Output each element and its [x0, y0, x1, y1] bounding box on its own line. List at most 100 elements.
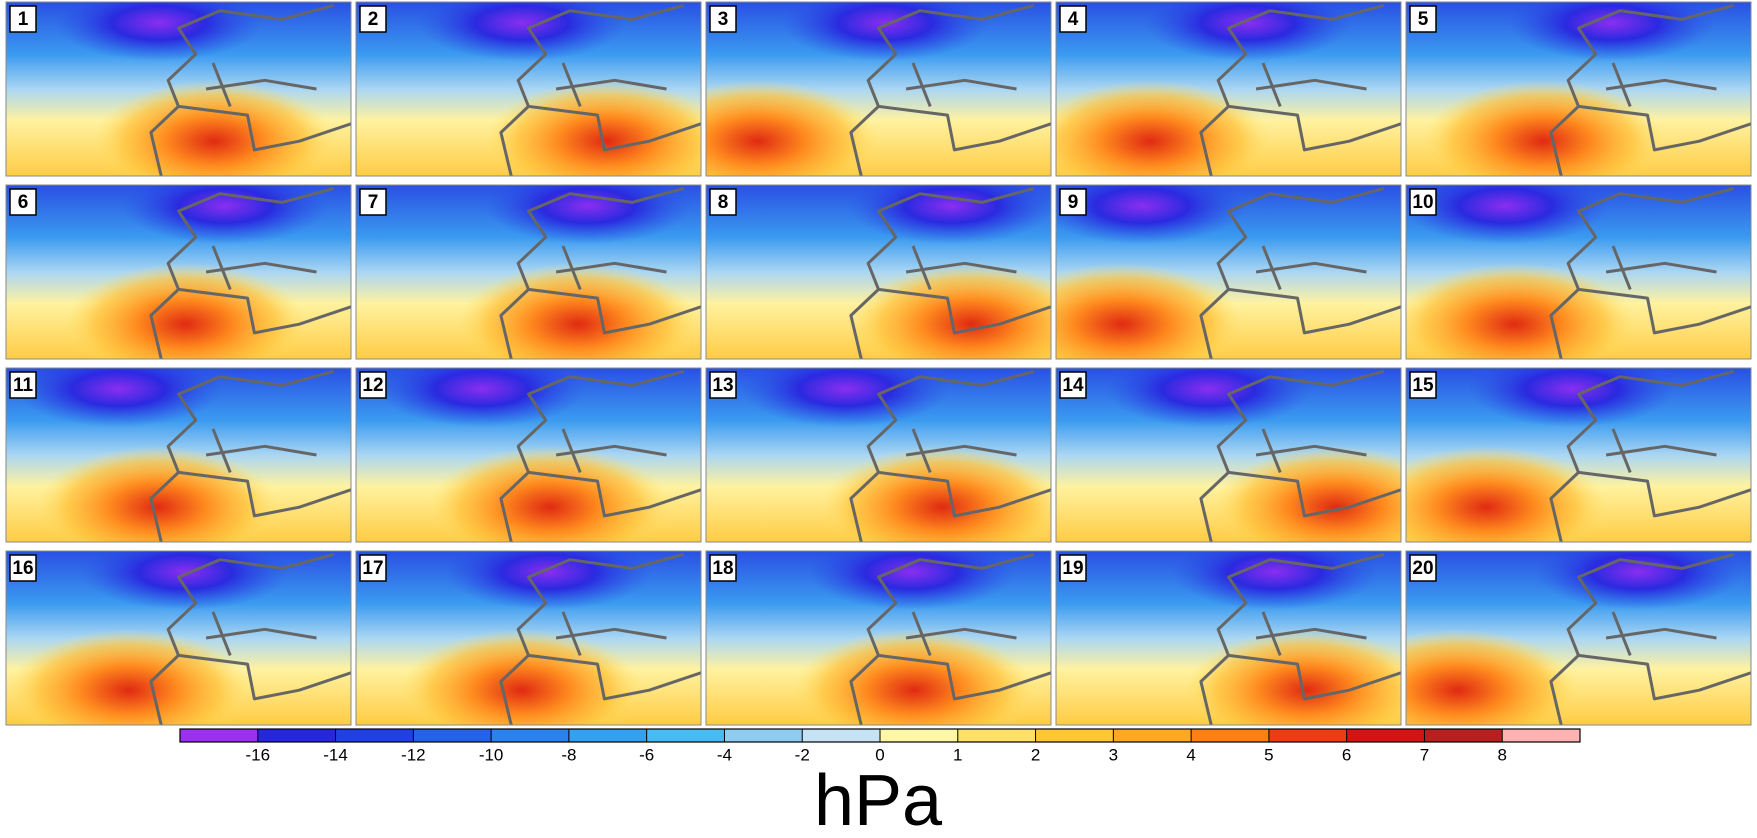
coastline: [1549, 187, 1751, 359]
pressure-high: [64, 263, 307, 359]
colorbar-tick-label: 2: [1031, 745, 1040, 764]
panel-label-box: [1059, 5, 1087, 33]
panel-border: [355, 367, 702, 543]
coastline: [499, 370, 701, 542]
colorbar-tick-label: 0: [875, 745, 884, 764]
panel-label-box: [1409, 5, 1437, 33]
panel-border: [1405, 1, 1752, 177]
panel-border: [5, 1, 352, 177]
coastline: [499, 553, 701, 725]
pressure-high: [36, 446, 278, 542]
panel-border: [1055, 1, 1402, 177]
panel-border: [355, 550, 702, 726]
pressure-high: [821, 446, 1051, 542]
colorbar-tick-label: -4: [717, 745, 732, 764]
colorbar-tick-label: 7: [1420, 745, 1429, 764]
panel-label-box: [359, 188, 387, 216]
panel-label: 12: [362, 375, 383, 396]
colorbar-tick-label: 8: [1497, 745, 1506, 764]
panel-label-box: [1409, 371, 1437, 399]
pressure-low: [848, 185, 1051, 245]
pressure-high: [485, 80, 701, 176]
panel-label-box: [359, 554, 387, 582]
panel-label-box: [359, 371, 387, 399]
panel-label: 18: [712, 558, 733, 579]
pressure-high: [457, 263, 699, 359]
panel-label-box: [1409, 554, 1437, 582]
coastline: [1199, 187, 1401, 359]
pressure-low: [55, 2, 263, 62]
colorbar-box: [1346, 729, 1425, 742]
colorbar-box: [1191, 729, 1269, 742]
colorbar-tick-label: -8: [561, 745, 576, 764]
panel-label: 6: [18, 192, 29, 213]
pressure-high: [1406, 446, 1607, 542]
coastline: [1549, 370, 1751, 542]
pressure-high: [93, 80, 335, 176]
coastline: [849, 370, 1051, 542]
colorbar-tick-label: -14: [323, 745, 348, 764]
pressure-high: [429, 446, 671, 542]
panel-label-box: [709, 371, 737, 399]
map-panel: [706, 185, 1051, 359]
pressure-low: [484, 185, 692, 245]
panel-label: 11: [13, 375, 34, 396]
colorbar-box: [335, 729, 414, 742]
coastline: [499, 187, 701, 359]
colorbar-box: [724, 729, 803, 742]
pressure-low: [781, 2, 989, 62]
colorbar-box: [1035, 729, 1114, 742]
panel-border: [1405, 184, 1752, 360]
map-panel: [356, 185, 701, 359]
pressure-low: [418, 2, 626, 62]
colorbar-box: [491, 729, 569, 742]
panel-border: [1055, 550, 1402, 726]
panel-label: 7: [368, 192, 379, 213]
pressure-low: [1534, 551, 1742, 611]
map-panel: [356, 2, 701, 176]
colorbar-tick-label: 6: [1342, 745, 1351, 764]
pressure-low: [1144, 2, 1352, 62]
colorbar-box: [1113, 729, 1192, 742]
coastline: [1199, 370, 1401, 542]
panel-label: 2: [368, 9, 379, 30]
colorbar-box: [568, 729, 647, 742]
pressure-high: [1056, 80, 1272, 176]
colorbar-unit: hPa: [814, 761, 943, 838]
panel-label-box: [9, 5, 37, 33]
map-panel: [1056, 185, 1401, 359]
panel-label-box: [9, 371, 37, 399]
pressure-high: [1056, 263, 1243, 359]
colorbar-box: [802, 729, 880, 742]
colorbar-box: [880, 729, 958, 742]
colorbar-box: [1268, 729, 1347, 742]
map-panel: [1056, 2, 1401, 176]
map-panel: [356, 368, 701, 542]
colorbar-box: [1502, 729, 1580, 742]
panel-border: [705, 184, 1052, 360]
panel-border: [5, 184, 352, 360]
map-panel: [1056, 368, 1401, 542]
colorbar-tick-label: -12: [401, 745, 426, 764]
pressure-low: [444, 551, 652, 611]
panel-label-box: [9, 188, 37, 216]
map-panel: [1406, 551, 1751, 725]
pressure-high: [850, 263, 1051, 359]
coastline: [849, 553, 1051, 725]
panel-label-box: [9, 554, 37, 582]
panel-label-box: [709, 554, 737, 582]
pressure-low: [1171, 551, 1379, 611]
coastline: [1549, 553, 1751, 725]
pressure-high: [1185, 629, 1401, 725]
panel-label: 1: [18, 9, 29, 30]
panel-label: 14: [1062, 375, 1084, 396]
panel-border: [1405, 367, 1752, 543]
panel-label: 16: [12, 558, 33, 579]
panel-border: [705, 550, 1052, 726]
pressure-high: [793, 629, 1035, 725]
map-panel: [6, 185, 351, 359]
panel-label: 20: [1412, 558, 1433, 579]
pressure-low: [1468, 368, 1676, 428]
panel-label-box: [1059, 554, 1087, 582]
